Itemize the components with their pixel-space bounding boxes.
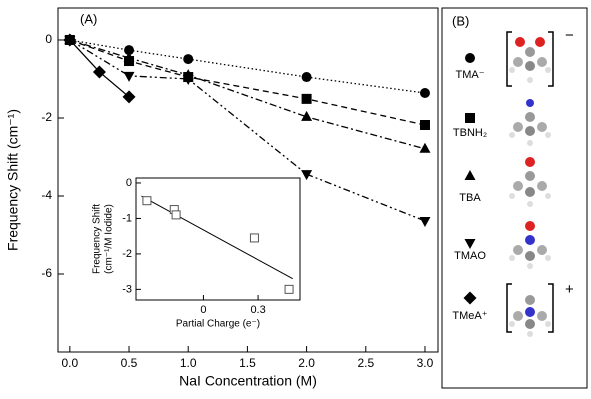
x-tick-label: 1.5	[239, 356, 256, 370]
x-tick-label: 1.0	[180, 356, 197, 370]
figure: (A) NaI Concentration (M) Frequency Shif…	[0, 0, 591, 394]
molecules	[507, 32, 553, 337]
point	[143, 197, 151, 205]
x-tick-label: 0	[200, 304, 206, 316]
marker	[419, 217, 430, 227]
marker	[302, 94, 312, 104]
x-tick-label: 2.0	[298, 356, 315, 370]
marker	[302, 72, 312, 82]
point	[250, 234, 258, 242]
charge: −	[565, 27, 574, 44]
molecule	[509, 221, 551, 269]
y-axis-label: Frequency Shift (cm⁻¹)	[5, 109, 21, 251]
y-tick-label: -3	[122, 283, 132, 295]
y-tick-label: 0	[126, 177, 132, 189]
y-tick-label: 0	[45, 32, 52, 46]
y-axis-label: (cm⁻¹/M Iodide)	[104, 204, 115, 274]
y-axis-label: Frequency Shift	[92, 204, 103, 274]
marker	[420, 120, 430, 130]
legend-label: TMeA⁺	[452, 310, 487, 322]
molecule	[509, 157, 551, 207]
legend-label: TMA⁻	[455, 69, 484, 81]
series-line	[70, 40, 425, 125]
molecule	[509, 99, 551, 146]
marker	[465, 53, 475, 63]
marker	[464, 292, 477, 305]
x-tick-label: 0.5	[121, 356, 138, 370]
legend-label: TBNH₂	[453, 127, 487, 139]
legend-label: TMAO	[454, 250, 486, 262]
legend-label: TBA	[459, 192, 481, 204]
point	[285, 285, 293, 293]
charge: +	[565, 281, 574, 298]
y-tick-label: -4	[41, 188, 52, 202]
y-tick-label: -2	[41, 110, 52, 124]
marker	[124, 72, 135, 82]
x-tick-label: 2.5	[357, 356, 374, 370]
series-line	[70, 40, 425, 149]
y-tick-label: -6	[41, 266, 52, 280]
x-axis-label: Partial Charge (e⁻)	[176, 319, 260, 330]
y-tick-label: -2	[122, 248, 132, 260]
inset-frame	[136, 178, 300, 300]
marker	[465, 239, 476, 249]
x-tick-label: 3.0	[417, 356, 434, 370]
panel-label: (B)	[452, 13, 469, 28]
molecule	[509, 295, 551, 337]
marker	[465, 113, 475, 123]
panel-label: (A)	[80, 11, 97, 26]
y-tick-label: -1	[122, 212, 132, 224]
marker	[465, 170, 476, 180]
marker	[419, 143, 430, 153]
marker	[420, 88, 430, 98]
series-line	[70, 40, 425, 93]
x-tick-label: 0.0	[61, 356, 78, 370]
molecule	[509, 37, 551, 83]
marker	[183, 54, 193, 64]
x-axis-label: NaI Concentration (M)	[179, 373, 317, 389]
x-tick-label: 0.3	[250, 304, 265, 316]
point	[172, 211, 180, 219]
